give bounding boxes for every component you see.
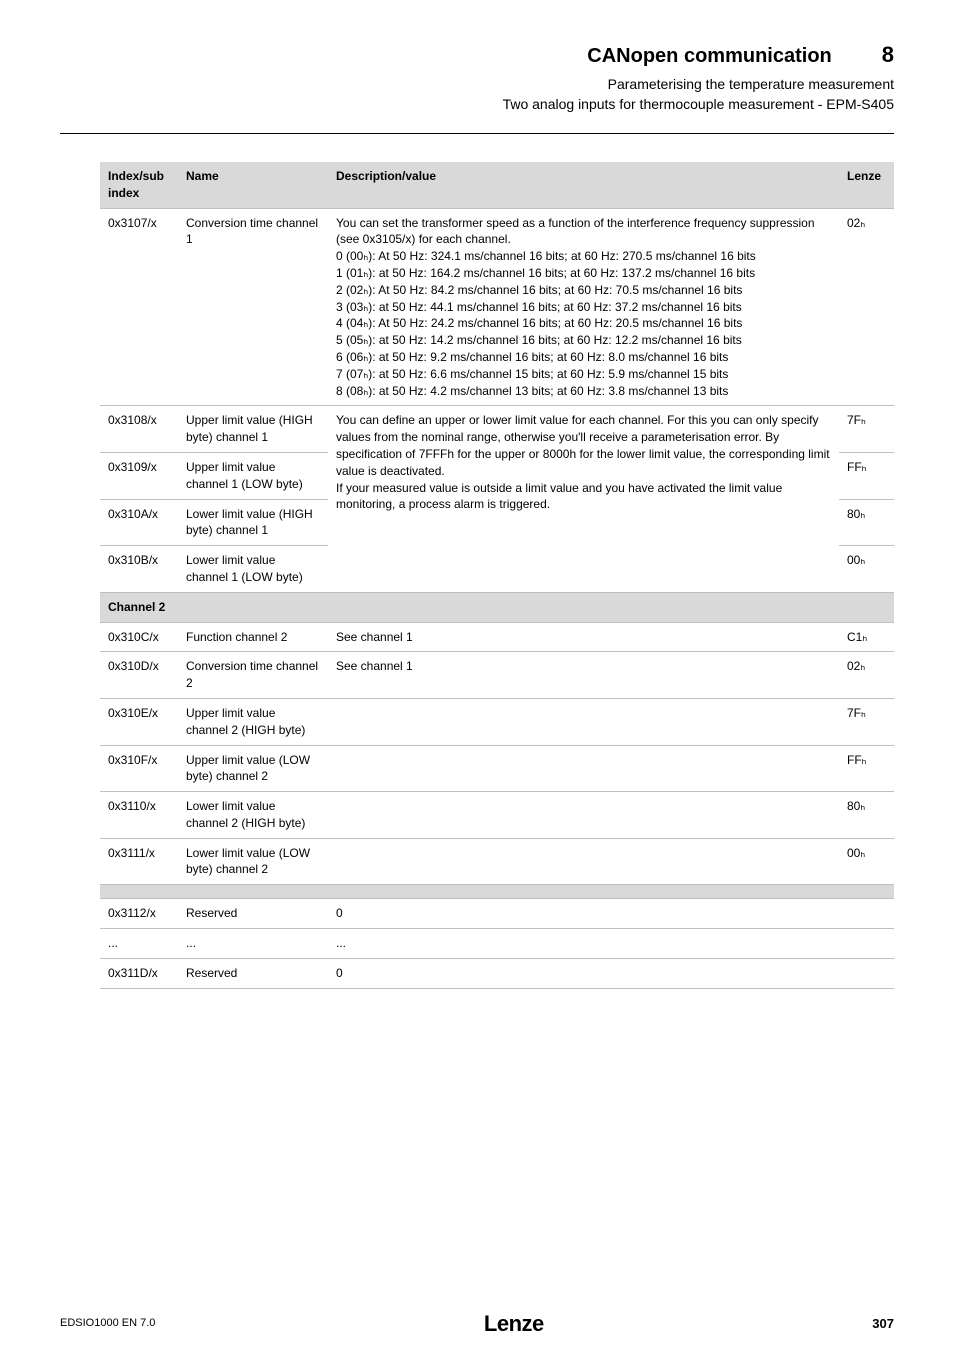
cell-lenze: 02ₕ xyxy=(839,652,894,699)
cell-name: Lower limit value channel 1 (LOW byte) xyxy=(178,546,328,593)
page-number: 307 xyxy=(872,1315,894,1333)
table-row: 0x3111/x Lower limit value (LOW byte) ch… xyxy=(100,838,894,885)
cell-lenze: 7Fₕ xyxy=(839,698,894,745)
cell-index: 0x3108/x xyxy=(100,406,178,453)
cell-lenze: 02ₕ xyxy=(839,208,894,406)
cell-name: Upper limit value (HIGH byte) channel 1 xyxy=(178,406,328,453)
cell-name: Reserved xyxy=(178,899,328,929)
cell-name: Reserved xyxy=(178,958,328,988)
cell-desc xyxy=(328,792,839,839)
table-row: 0x311D/x Reserved 0 xyxy=(100,958,894,988)
cell-lenze: 00ₕ xyxy=(839,546,894,593)
cell-desc xyxy=(328,745,839,792)
cell-index: 0x3109/x xyxy=(100,452,178,499)
cell-name: Lower limit value channel 2 (HIGH byte) xyxy=(178,792,328,839)
cell-desc xyxy=(328,698,839,745)
chapter-number: 8 xyxy=(882,40,894,71)
cell-name: ... xyxy=(178,929,328,959)
cell-desc: 0 xyxy=(328,899,839,929)
cell-lenze: 00ₕ xyxy=(839,838,894,885)
cell-name: Conversion time channel 2 xyxy=(178,652,328,699)
th-lenze: Lenze xyxy=(839,162,894,208)
cell-lenze: FFₕ xyxy=(839,452,894,499)
cell-lenze: FFₕ xyxy=(839,745,894,792)
blank-separator xyxy=(100,885,894,899)
table-row: 0x310C/x Function channel 2 See channel … xyxy=(100,622,894,652)
header-subtitle1: Parameterising the temperature measureme… xyxy=(60,75,894,95)
cell-index: 0x310F/x xyxy=(100,745,178,792)
cell-desc: 0 xyxy=(328,958,839,988)
cell-lenze: 80ₕ xyxy=(839,499,894,546)
table-row: 0x310F/x Upper limit value (LOW byte) ch… xyxy=(100,745,894,792)
header-title: CANopen communication xyxy=(587,42,831,70)
cell-index: 0x3107/x xyxy=(100,208,178,406)
th-name: Name xyxy=(178,162,328,208)
cell-lenze: 80ₕ xyxy=(839,792,894,839)
cell-desc: See channel 1 xyxy=(328,622,839,652)
section-label: Channel 2 xyxy=(100,592,894,622)
table-row: 0x3110/x Lower limit value channel 2 (HI… xyxy=(100,792,894,839)
cell-index: 0x311D/x xyxy=(100,958,178,988)
table-row: 0x3107/x Conversion time channel 1 You c… xyxy=(100,208,894,406)
cell-lenze: C1ₕ xyxy=(839,622,894,652)
cell-index: 0x310C/x xyxy=(100,622,178,652)
cell-name: Lower limit value (LOW byte) channel 2 xyxy=(178,838,328,885)
cell-desc: You can set the transformer speed as a f… xyxy=(328,208,839,406)
th-desc: Description/value xyxy=(328,162,839,208)
page-footer: EDSIO1000 EN 7.0 Lenze 307 xyxy=(60,1309,894,1340)
cell-index: 0x3111/x xyxy=(100,838,178,885)
header-subtitle2: Two analog inputs for thermocouple measu… xyxy=(60,95,894,115)
table-row: 0x3112/x Reserved 0 xyxy=(100,899,894,929)
cell-lenze xyxy=(839,958,894,988)
table-row: 0x3108/x Upper limit value (HIGH byte) c… xyxy=(100,406,894,453)
cell-desc: ... xyxy=(328,929,839,959)
table-row: ... ... ... xyxy=(100,929,894,959)
cell-index: 0x310D/x xyxy=(100,652,178,699)
cell-name: Function channel 2 xyxy=(178,622,328,652)
table-row: 0x310E/x Upper limit value channel 2 (HI… xyxy=(100,698,894,745)
th-index: Index/sub index xyxy=(100,162,178,208)
cell-desc: See channel 1 xyxy=(328,652,839,699)
footer-logo: Lenze xyxy=(484,1309,544,1340)
cell-name: Upper limit value channel 2 (HIGH byte) xyxy=(178,698,328,745)
cell-lenze xyxy=(839,899,894,929)
table-row: 0x310D/x Conversion time channel 2 See c… xyxy=(100,652,894,699)
cell-name: Lower limit value (HIGH byte) channel 1 xyxy=(178,499,328,546)
cell-index: 0x310B/x xyxy=(100,546,178,593)
cell-index: 0x310A/x xyxy=(100,499,178,546)
cell-index: 0x3110/x xyxy=(100,792,178,839)
cell-name: Conversion time channel 1 xyxy=(178,208,328,406)
cell-lenze xyxy=(839,929,894,959)
cell-desc xyxy=(328,838,839,885)
page-header: CANopen communication 8 Parameterising t… xyxy=(60,40,894,115)
cell-lenze: 7Fₕ xyxy=(839,406,894,453)
cell-desc-group: You can define an upper or lower limit v… xyxy=(328,406,839,592)
header-divider xyxy=(60,133,894,134)
parameter-table: Index/sub index Name Description/value L… xyxy=(100,162,894,989)
footer-left: EDSIO1000 EN 7.0 xyxy=(60,1316,155,1331)
section-header-channel2: Channel 2 xyxy=(100,592,894,622)
cell-name: Upper limit value (LOW byte) channel 2 xyxy=(178,745,328,792)
cell-index: 0x3112/x xyxy=(100,899,178,929)
cell-name: Upper limit value channel 1 (LOW byte) xyxy=(178,452,328,499)
cell-index: 0x310E/x xyxy=(100,698,178,745)
cell-index: ... xyxy=(100,929,178,959)
